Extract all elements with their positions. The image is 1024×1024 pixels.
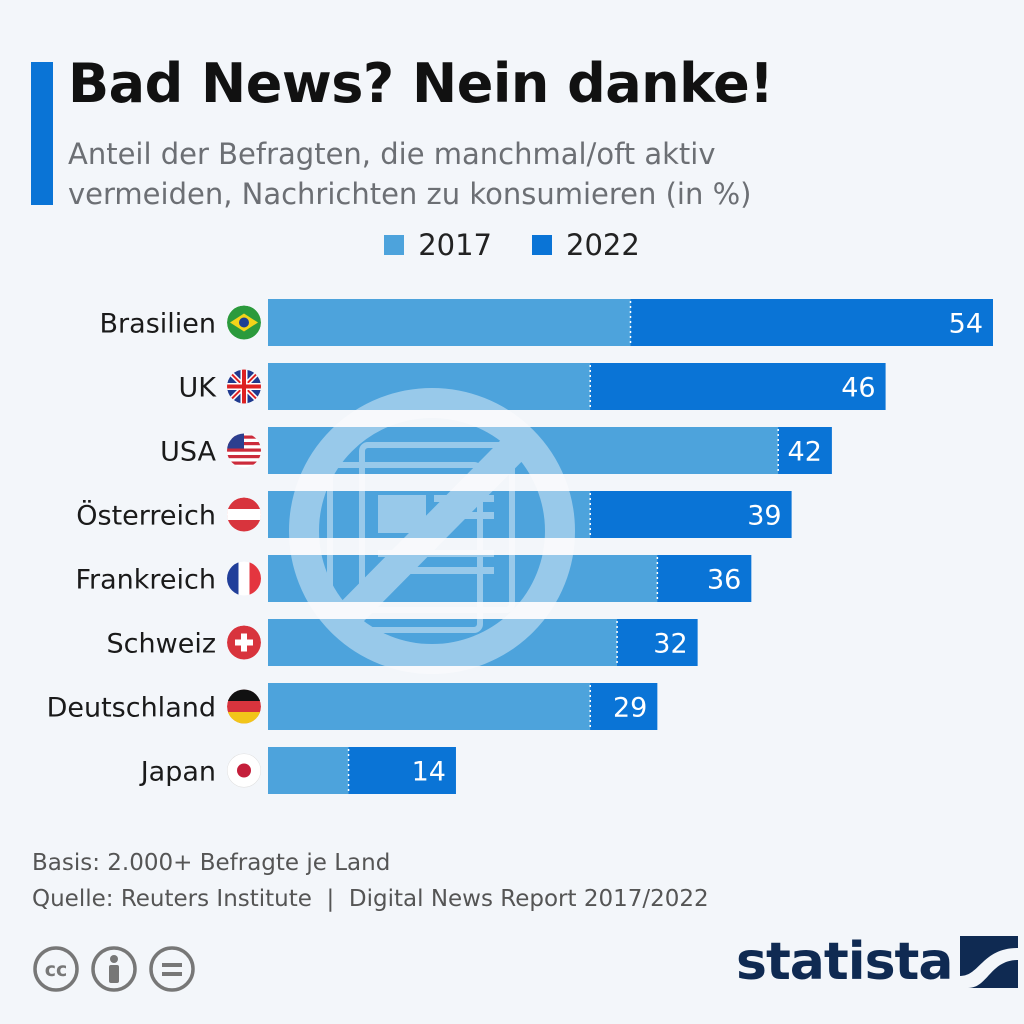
basis-note: Basis: 2.000+ Befragte je Land <box>32 850 391 876</box>
bar-2017-schweiz <box>268 619 618 666</box>
chart-title: Bad News? Nein danke! <box>68 52 774 115</box>
bar-2017-deutschland <box>268 683 591 730</box>
legend-label-2022: 2022 <box>566 228 640 262</box>
category-label-usa: USA <box>160 437 216 468</box>
value-label-usa: 42 <box>788 437 822 468</box>
license-icons: cc <box>32 945 196 993</box>
statista-wordmark: statista <box>736 932 953 992</box>
nd-icon[interactable] <box>148 945 196 993</box>
no-news-watermark-icon <box>289 388 575 674</box>
legend: 2017 2022 <box>0 228 1024 262</box>
category-label-japan: Japan <box>139 757 216 788</box>
bar-2017-österreich <box>268 491 591 538</box>
source-note: Quelle: Reuters Institute | Digital News… <box>32 886 709 912</box>
legend-swatch-2017 <box>384 235 405 255</box>
category-label-schweiz: Schweiz <box>107 629 216 660</box>
flag-icon-usa <box>227 433 261 468</box>
category-label-brasilien: Brasilien <box>100 309 216 340</box>
legend-item-2022: 2022 <box>532 228 640 262</box>
category-label-frankreich: Frankreich <box>75 565 216 596</box>
bar-2017-uk <box>268 363 591 410</box>
category-label-uk: UK <box>179 373 218 404</box>
category-label-österreich: Österreich <box>76 500 216 532</box>
flag-icon-österreich <box>227 497 261 532</box>
value-label-frankreich: 36 <box>707 565 741 596</box>
statista-logo-icon <box>960 936 1019 988</box>
value-label-uk: 46 <box>841 373 875 404</box>
value-label-schweiz: 32 <box>653 629 687 660</box>
flag-icon-brasilien <box>227 305 261 340</box>
flag-icon-frankreich <box>227 561 261 596</box>
legend-item-2017: 2017 <box>384 228 492 262</box>
bar-2017-brasilien <box>268 299 631 346</box>
value-label-japan: 14 <box>412 757 446 788</box>
flag-icon-uk <box>227 369 261 404</box>
title-accent-bar <box>31 62 53 205</box>
flag-icon-deutschland <box>227 689 261 724</box>
bar-chart: 54 Brasilien 46 UK 42 USA 39 Österreich 36 Frankr… <box>47 299 993 794</box>
category-label-deutschland: Deutschland <box>47 693 216 724</box>
footer: Basis: 2.000+ Befragte je Land Quelle: R… <box>32 845 709 917</box>
legend-swatch-2022 <box>532 235 552 255</box>
statista-logo[interactable]: statista <box>736 932 1019 992</box>
legend-label-2017: 2017 <box>418 228 492 262</box>
flag-icon-schweiz <box>227 625 261 660</box>
cc-icon[interactable]: cc <box>32 945 80 993</box>
bar-2017-frankreich <box>268 555 658 602</box>
bar-2017-japan <box>268 747 349 794</box>
value-label-österreich: 39 <box>747 501 781 532</box>
chart-subtitle: Anteil der Befragten, die manchmal/oft a… <box>68 137 752 211</box>
by-icon[interactable] <box>90 945 138 993</box>
bar-2017-usa <box>268 427 779 474</box>
value-label-brasilien: 54 <box>949 309 983 340</box>
value-label-deutschland: 29 <box>613 693 647 724</box>
flag-icon-japan <box>227 753 261 788</box>
svg-text:cc: cc <box>45 959 68 981</box>
